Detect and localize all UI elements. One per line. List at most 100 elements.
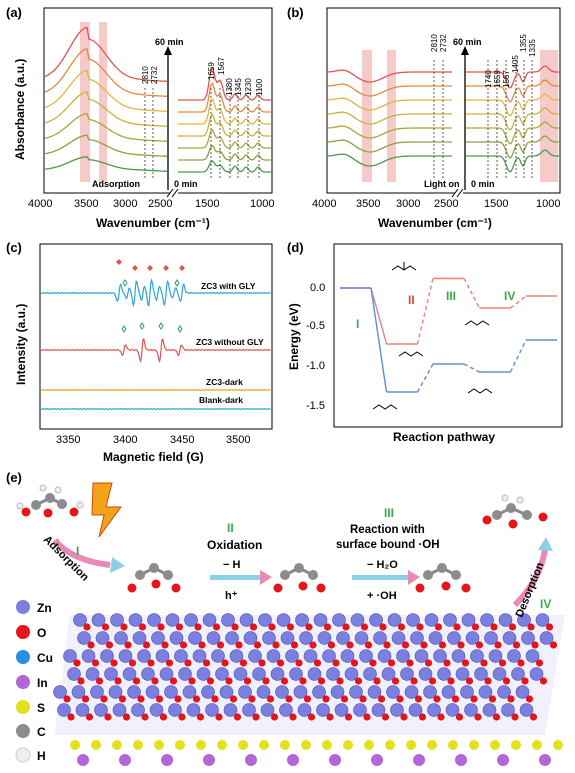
zn-atom [149,703,164,717]
zn-atom [461,613,476,627]
zn-atom [312,685,326,699]
reaction-arrow [352,575,408,580]
zn-atom [371,703,386,717]
zn-atom [192,649,207,663]
zn-atom [334,703,349,717]
panel-b-axis-break [456,188,464,198]
o-atom [87,641,95,649]
legend-swatch-h [15,747,31,763]
zn-atom [502,631,517,645]
zn-atom [184,613,198,627]
o-atom [387,659,396,667]
legend-swatch-c [16,724,30,738]
o-atom [235,641,243,649]
peak-label: 1659 [493,70,502,88]
panel-b-xticks: 4000 3500 3000 2500 1500 1000 [312,198,560,210]
o-atom [396,695,404,703]
zn-atom [492,667,507,681]
x-tick-label: 4000 [312,198,336,210]
in-atom [161,754,173,766]
o-atom [397,623,406,631]
zn-atom [349,685,363,699]
o-atom [101,623,110,631]
zn-atom [279,703,293,717]
o-atom [221,659,229,667]
x-tick-label: 3350 [56,434,80,446]
zn-atom [330,685,345,699]
panel-a-condition: Adsorption [92,179,140,189]
spectrum-curve [44,91,168,127]
carbon-atom [31,500,41,510]
zn-atom [322,649,336,663]
o-atom [480,659,488,667]
zn-atom [507,649,521,663]
zn-atom [155,649,170,663]
peak-label: 1567 [217,57,226,75]
o-atom [138,623,147,631]
peak-label: 1335 [528,39,537,57]
o-atom [434,623,443,631]
zn-atom [159,667,174,681]
o-atom [313,659,322,667]
o-atom [521,677,529,685]
zn-atom [359,649,373,663]
peak-label: 1567 [502,70,511,88]
panel-b-letter: (b) [287,5,304,20]
zn-atom [223,703,238,717]
zn-atom [525,649,540,663]
in-atom [455,754,467,766]
zn-atom [95,631,110,645]
hydrogen-atom [516,496,524,504]
zn-atom [515,685,530,699]
spectrum-curve [466,107,559,131]
molecule-glycerol [16,484,84,518]
glycerol-structure [372,404,398,410]
o-atom [295,659,303,667]
zn-atom [535,613,550,627]
zn-atom [377,649,392,663]
open-diamond-marker [139,322,145,330]
peak-label: 1100 [255,78,264,96]
s-atom [154,740,164,750]
o-atom [309,641,317,649]
o-atom [198,641,206,649]
o-atom [178,713,186,721]
in-atom [119,754,131,766]
zn-atom [353,703,367,717]
zn-atom [202,613,217,627]
panel-c-xticks: 3350 3400 3450 3500 [56,434,250,446]
oxidation-label: Oxidation [207,538,262,552]
panel-a-xlabel: Wavenumber (cm⁻¹) [96,216,210,230]
energy-connector [416,278,434,345]
panel-b: (b) 60 min 0 min Light on 2810 2732 1740… [287,5,561,230]
peak-label: 2810 [141,66,150,84]
panel-d-yticks: 0.0 -0.5 -1.0 -1.5 [306,282,325,412]
element-legend: Zn O Cu In S C H [15,600,53,763]
o-atom [373,677,381,685]
zn-atom [443,613,457,627]
o-atom [461,659,470,667]
x-tick-label: 3450 [170,434,194,446]
zn-atom [128,613,143,627]
zn-atom [67,667,81,681]
o-atom [196,713,205,721]
o-atom [326,713,334,721]
panel-c-ylabel: Intensity (a.u.) [14,304,28,385]
zn-atom [85,667,100,681]
o-atom [527,623,535,631]
spectrum-curve [178,97,271,125]
zn-atom [474,667,488,681]
legend-swatch-s [16,700,30,714]
h-plus-label: h⁺ [225,590,238,602]
o-atom [360,623,369,631]
o-atom [474,713,482,721]
o-atom [401,641,410,649]
o-atom [243,677,252,685]
step-i-label: I [76,544,79,558]
zn-atom [122,667,137,681]
o-atom [529,713,538,721]
o-atom [428,677,437,685]
zn-atom [433,649,447,663]
o-atom [286,623,295,631]
s-atom [280,740,290,750]
